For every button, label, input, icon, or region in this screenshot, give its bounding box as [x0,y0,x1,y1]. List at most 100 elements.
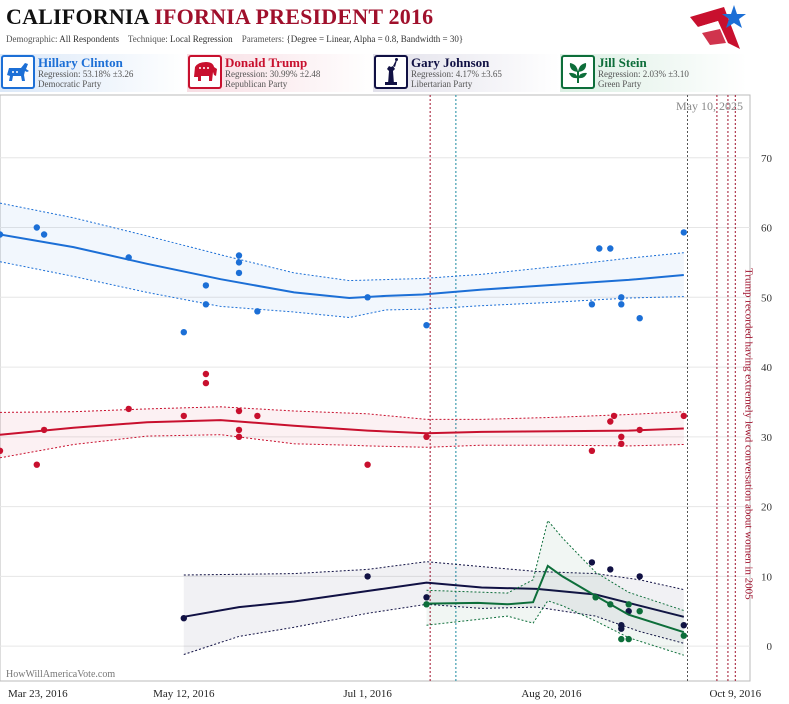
event-annotation: Trump recorded having extremely lewd con… [742,268,754,600]
poll-point [588,447,596,454]
candidate-card-johnson[interactable]: Gary Johnson Regression: 4.17% ±3.65 Lib… [373,54,560,92]
poll-point [636,608,643,615]
poll-point [235,252,243,259]
y-tick-label: 20 [761,502,773,514]
plot-area [0,94,751,682]
y-tick-label: 0 [767,641,773,653]
y-tick-label: 40 [761,362,773,374]
poll-point [33,461,40,468]
poll-point [254,412,261,420]
demographic-value: All Respondents [59,34,119,44]
title-state: CALIFORNIA [6,4,149,29]
poll-point [0,231,4,238]
poll-point [423,433,430,440]
confidence-lower [183,603,684,655]
regression-line [183,581,685,618]
confidence-band [0,406,684,458]
poll-point [625,601,632,608]
poll-point [607,566,614,573]
confidence-lower [426,600,684,656]
poll-point [592,594,599,601]
poll-point [33,224,40,231]
poll-point [607,601,614,608]
donkey-icon [1,55,35,89]
candidate-party: Libertarian Party [411,79,473,89]
technique-value: Local Regression [169,34,233,44]
poll-point [254,308,261,315]
confidence-upper [0,202,684,282]
candidate-name: Hillary Clinton [38,55,123,70]
poll-point [588,559,596,566]
poll-point [125,254,132,261]
x-tick-label: Jul 1, 2016 [343,688,392,700]
poll-point [636,426,643,434]
series-jill-stein [423,519,687,656]
poll-point [618,301,625,308]
y-tick-label: 10 [761,571,773,583]
demographic-label: Demographic: [6,34,58,44]
star-logo-icon [690,5,746,49]
candidate-party: Green Party [598,79,642,89]
x-tick-label: Oct 9, 2016 [709,688,761,700]
parameters-value: {Degree = Linear, Alpha = 0.8, Bandwidth… [286,34,464,44]
x-tick-label: May 12, 2016 [153,688,215,700]
poll-point [618,440,625,447]
confidence-band [183,561,684,655]
series-gary-johnson [180,559,687,655]
poll-point [607,418,614,425]
parameters-label: Parameters: [241,34,285,44]
y-tick-label: 60 [761,223,773,235]
poll-point [202,301,210,308]
statue-of-liberty-icon [374,55,408,89]
poll-point [680,622,687,629]
poll-point [680,229,687,236]
poll-point [235,259,243,266]
poll-point [125,405,132,413]
candidate-name: Gary Johnson [411,55,490,70]
elephant-icon [188,55,222,89]
page-title: CALIFORNIA IFORNIA PRESIDENT 2016 [6,4,433,30]
poll-point [625,635,632,643]
poll-point [364,461,371,468]
watermark: HowWillAmericaVote.com [6,669,115,680]
poll-point [202,282,210,289]
candidate-regression: Regression: 4.17% ±3.65 [411,69,502,79]
poll-point [423,601,430,608]
candidate-party: Democratic Party [38,79,102,89]
candidate-name: Jill Stein [598,55,647,70]
poll-point [40,426,48,434]
y-tick-label: 50 [761,292,773,304]
confidence-lower [0,434,684,459]
poll-point [618,294,625,301]
candidate-name: Donald Trump [225,55,308,70]
regression-line [0,419,684,436]
confidence-upper [426,519,684,611]
poll-point [636,573,643,580]
candidate-card-trump[interactable]: Donald Trump Regression: 30.99% ±2.48 Re… [187,54,373,92]
technique-label: Technique: [127,34,168,44]
poll-point [607,245,614,252]
date-label: May 10, 2025 [676,99,743,113]
y-tick-label: 30 [761,432,773,444]
poll-point [588,301,596,308]
confidence-band [0,203,684,318]
parameters-line: Demographic: All Respondents Technique: … [6,34,463,44]
candidate-regression: Regression: 53.18% ±3.26 [38,69,134,79]
poll-point [636,315,643,322]
candidate-party: Republican Party [225,79,288,89]
poll-point [180,412,187,420]
poll-point [610,412,618,420]
poll-point [680,412,687,420]
poll-point [618,433,625,440]
candidate-card-stein[interactable]: Jill Stein Regression: 2.03% ±3.10 Green… [560,54,747,92]
poll-point [235,407,243,415]
series-hillary-clinton [0,202,687,336]
poll-point [364,573,371,580]
candidate-regression: Regression: 30.99% ±2.48 [225,69,321,79]
confidence-lower [0,261,684,319]
x-tick-label: Aug 20, 2016 [521,688,582,700]
candidate-card-clinton[interactable]: Hillary Clinton Regression: 53.18% ±3.26… [0,54,187,92]
poll-point [423,322,430,329]
regression-line [426,564,685,634]
